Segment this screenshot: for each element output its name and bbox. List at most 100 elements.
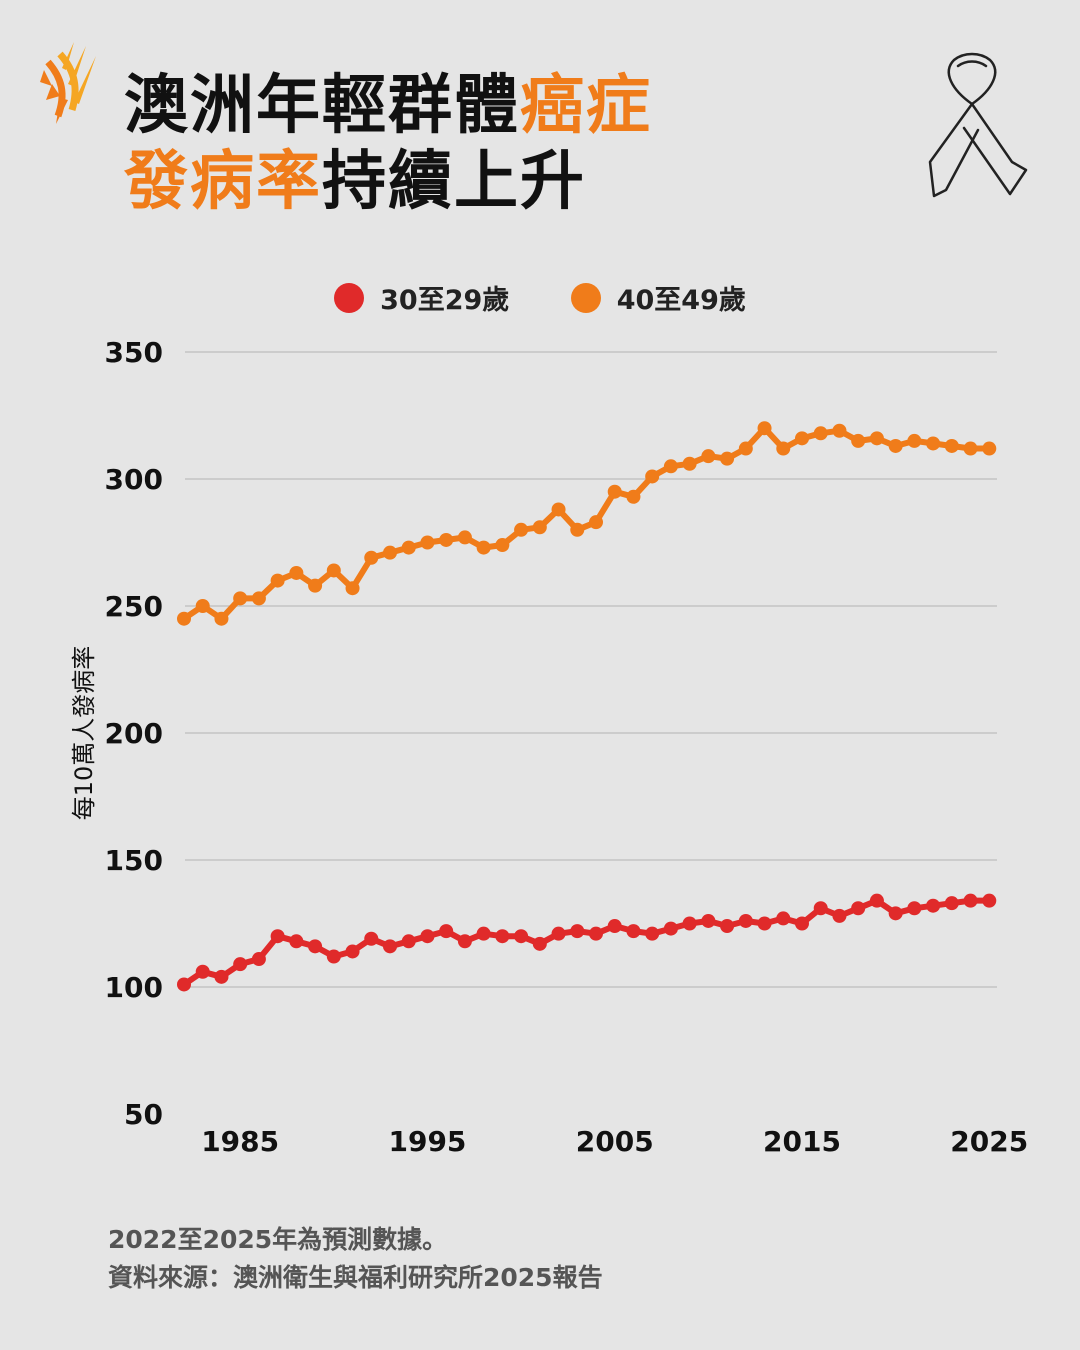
data-point-0 (326, 949, 341, 964)
title-line1-black: 澳洲年輕群體 (124, 69, 520, 143)
x-tick-label: 1985 (201, 1125, 279, 1158)
data-point-1 (963, 441, 978, 456)
data-point-1 (851, 433, 866, 448)
x-tick-label: 2005 (576, 1125, 654, 1158)
data-point-1 (926, 436, 941, 451)
data-point-0 (813, 901, 828, 916)
data-point-0 (869, 893, 884, 908)
data-point-0 (926, 898, 941, 913)
data-point-0 (720, 919, 735, 934)
data-point-1 (813, 426, 828, 441)
data-point-1 (420, 535, 435, 550)
data-point-0 (832, 908, 847, 923)
y-tick-label: 50 (124, 1098, 163, 1131)
data-point-1 (701, 449, 716, 464)
legend-dot-orange (570, 282, 601, 313)
data-point-0 (589, 926, 603, 941)
y-tick-label: 250 (105, 590, 163, 623)
data-point-0 (888, 906, 903, 921)
footnote-forecast: 2022至2025年為預測數據。 (108, 1225, 448, 1254)
data-point-0 (795, 916, 809, 931)
data-point-0 (570, 924, 585, 939)
x-tick-label: 2015 (763, 1125, 841, 1158)
data-point-0 (177, 977, 191, 992)
data-point-1 (551, 502, 566, 517)
data-point-1 (589, 515, 603, 530)
data-point-0 (214, 969, 229, 984)
data-point-1 (177, 611, 191, 626)
legend-dot-red (334, 282, 365, 313)
data-point-1 (383, 545, 397, 560)
title-line2-orange: 發病率 (124, 145, 322, 219)
data-point-1 (757, 421, 772, 436)
page-title: 澳洲年輕群體癌症 發病率持續上升 (124, 68, 652, 220)
data-point-0 (270, 929, 285, 944)
legend-label-30-39: 30至29歲 (380, 285, 510, 316)
data-point-1 (645, 469, 660, 484)
data-point-1 (308, 578, 323, 593)
data-point-1 (832, 423, 847, 438)
data-point-0 (626, 924, 641, 939)
data-point-1 (289, 565, 304, 580)
sbs-logo-icon (40, 42, 96, 124)
x-tick-label: 1995 (388, 1125, 466, 1158)
data-point-1 (776, 441, 791, 456)
data-point-1 (233, 591, 248, 606)
data-point-1 (401, 540, 416, 555)
data-point-1 (476, 540, 491, 555)
data-point-0 (383, 939, 397, 954)
data-point-0 (738, 913, 753, 928)
data-point-1 (944, 438, 959, 453)
y-tick-label: 200 (105, 717, 163, 750)
legend-item-40-49: 40至49歲 (570, 278, 746, 317)
data-point-0 (551, 926, 566, 941)
y-tick-label: 350 (105, 336, 163, 369)
data-point-1 (214, 611, 229, 626)
line-chart: 50 100 150 200 250 300 350 1985 1995 2005 2015 2025… (70, 336, 1028, 1158)
data-point-0 (420, 929, 435, 944)
data-point-0 (532, 936, 547, 951)
data-point-0 (308, 939, 323, 954)
data-point-1 (195, 599, 210, 613)
data-point-0 (495, 929, 510, 944)
series-line-1 (181, 425, 993, 622)
title-line1-orange: 癌症 (520, 69, 652, 143)
y-axis-label: 每10萬人發病率 (70, 646, 98, 821)
data-point-1 (364, 550, 379, 565)
data-point-0 (195, 964, 210, 979)
data-point-1 (270, 573, 285, 588)
data-point-1 (795, 431, 809, 446)
data-point-1 (626, 489, 641, 504)
legend-item-30-39: 30至29歲 (334, 278, 509, 317)
data-point-0 (963, 893, 978, 908)
data-point-1 (439, 532, 454, 547)
data-point-0 (701, 913, 716, 928)
y-tick-label: 100 (105, 971, 163, 1004)
data-point-1 (457, 530, 472, 545)
y-tick-label: 150 (105, 844, 163, 877)
data-point-1 (982, 441, 997, 456)
data-point-1 (326, 563, 341, 578)
data-point-1 (607, 484, 622, 499)
series-line-0 (181, 897, 993, 988)
data-point-0 (514, 929, 529, 944)
data-point-0 (851, 901, 866, 916)
data-point-0 (982, 893, 997, 908)
legend-label-40-49: 40至49歲 (616, 285, 746, 316)
data-point-1 (888, 438, 903, 453)
data-point-1 (869, 431, 884, 446)
data-point-0 (439, 924, 454, 939)
data-point-0 (401, 934, 416, 949)
y-tick-label: 300 (105, 463, 163, 496)
data-point-0 (682, 916, 697, 931)
title-line2-black: 持續上升 (322, 145, 586, 219)
data-point-1 (345, 581, 360, 596)
data-point-1 (907, 433, 922, 448)
data-point-0 (944, 896, 959, 911)
data-point-0 (289, 934, 304, 949)
data-point-0 (251, 952, 266, 967)
data-point-1 (663, 459, 678, 474)
data-point-1 (532, 520, 547, 535)
x-tick-label: 2025 (950, 1125, 1028, 1158)
data-point-1 (738, 441, 753, 456)
